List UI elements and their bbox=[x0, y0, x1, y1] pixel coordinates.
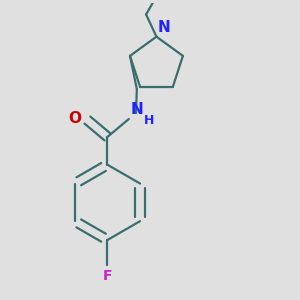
Text: F: F bbox=[103, 269, 112, 284]
Text: O: O bbox=[68, 111, 82, 126]
Text: N: N bbox=[158, 20, 171, 35]
Text: H: H bbox=[143, 114, 154, 127]
Text: N: N bbox=[130, 102, 143, 117]
